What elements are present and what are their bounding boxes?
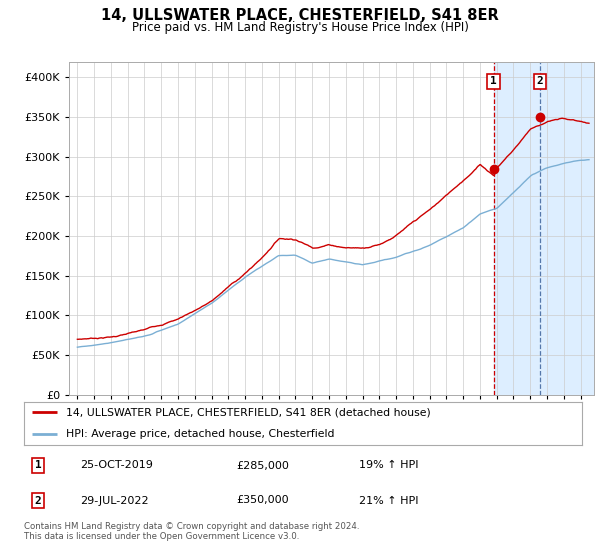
Text: 19% ↑ HPI: 19% ↑ HPI	[359, 460, 418, 470]
Text: £350,000: £350,000	[236, 496, 289, 506]
Bar	[494, 62, 594, 395]
Text: 21% ↑ HPI: 21% ↑ HPI	[359, 496, 418, 506]
Text: £285,000: £285,000	[236, 460, 289, 470]
Text: Price paid vs. HM Land Registry's House Price Index (HPI): Price paid vs. HM Land Registry's House …	[131, 21, 469, 34]
Text: 2: 2	[536, 76, 543, 86]
Text: 14, ULLSWATER PLACE, CHESTERFIELD, S41 8ER: 14, ULLSWATER PLACE, CHESTERFIELD, S41 8…	[101, 8, 499, 24]
Text: 29-JUL-2022: 29-JUL-2022	[80, 496, 148, 506]
Text: 14, ULLSWATER PLACE, CHESTERFIELD, S41 8ER (detached house): 14, ULLSWATER PLACE, CHESTERFIELD, S41 8…	[66, 408, 431, 417]
Text: Contains HM Land Registry data © Crown copyright and database right 2024.
This d: Contains HM Land Registry data © Crown c…	[24, 522, 359, 542]
Text: 1: 1	[35, 460, 41, 470]
Text: 1: 1	[490, 76, 497, 86]
Text: 2: 2	[35, 496, 41, 506]
Text: HPI: Average price, detached house, Chesterfield: HPI: Average price, detached house, Ches…	[66, 430, 334, 439]
Text: 25-OCT-2019: 25-OCT-2019	[80, 460, 152, 470]
